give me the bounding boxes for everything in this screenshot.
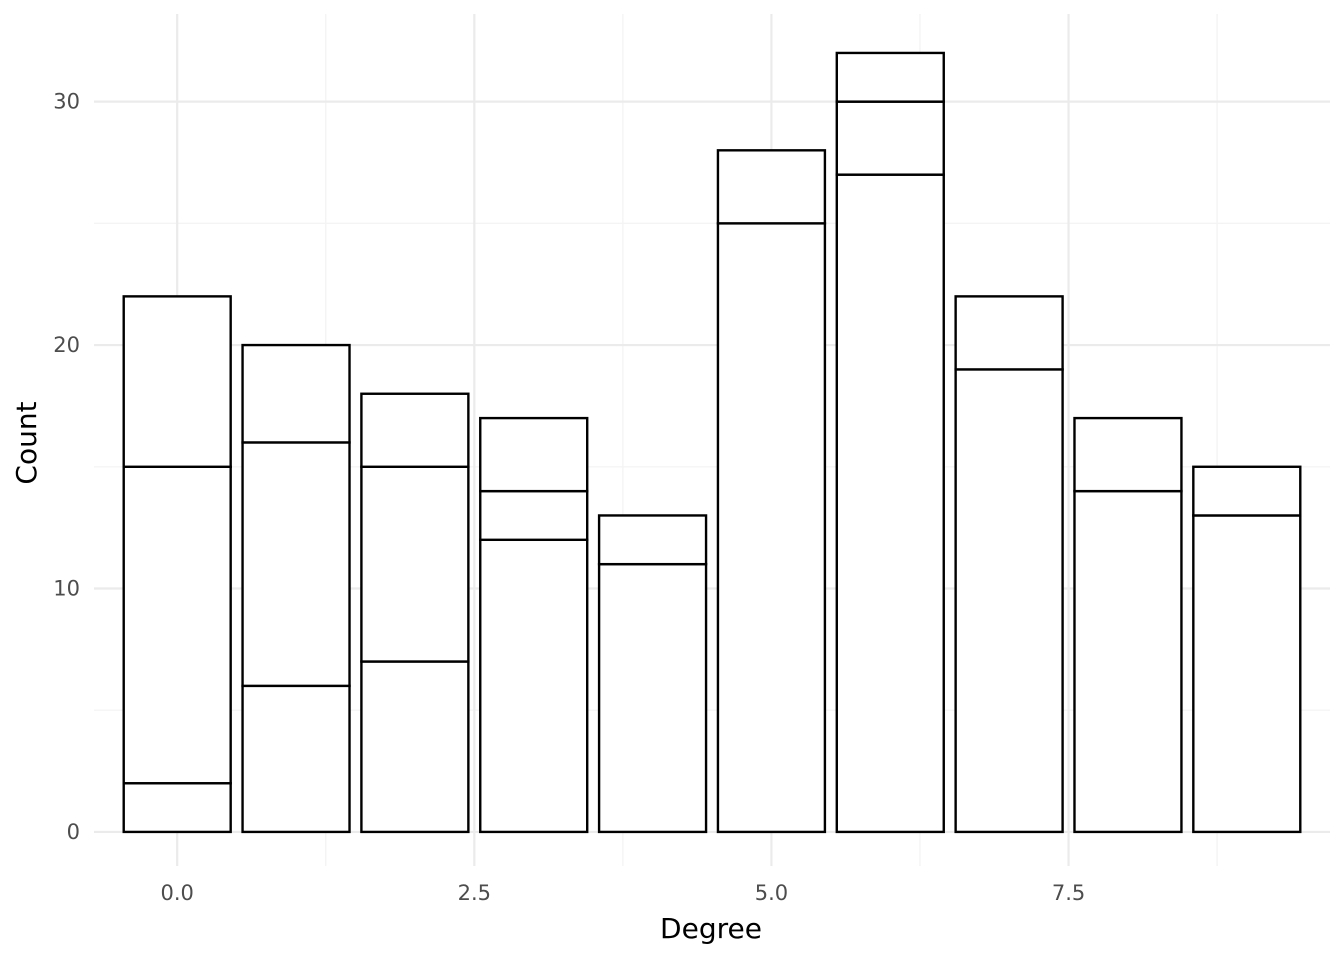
bar-segment: [597, 562, 708, 834]
x-tick-label: 7.5: [1052, 881, 1085, 905]
bar-segment: [241, 684, 351, 834]
bar-2: [360, 392, 470, 834]
y-tick-label: 20: [53, 333, 80, 357]
bar-segment: [835, 173, 945, 834]
bar-segment: [954, 295, 1064, 371]
x-tick-label: 5.0: [755, 881, 788, 905]
bar-segment: [954, 368, 1064, 834]
x-tick-label: 0.0: [160, 881, 193, 905]
bar-segment: [479, 489, 589, 542]
y-tick-label: 10: [53, 576, 80, 600]
y-axis-title: Count: [10, 401, 43, 484]
bar-6: [835, 51, 945, 834]
bar-5: [716, 149, 827, 834]
bar-segment: [1073, 416, 1183, 493]
bar-1: [241, 343, 351, 834]
bar-0: [122, 295, 232, 834]
bar-segment: [1073, 489, 1183, 834]
bar-segment: [716, 222, 827, 834]
x-tick-label: 2.5: [458, 881, 491, 905]
bar-segment: [122, 782, 232, 834]
bar-segment: [241, 441, 351, 688]
bar-segment: [241, 343, 351, 444]
bar-segment: [835, 100, 945, 176]
y-axis-ticks: 0 10 20 30: [53, 90, 80, 844]
bar-segment: [1192, 465, 1302, 517]
bar-segment: [835, 51, 945, 103]
bar-segment: [479, 538, 589, 834]
y-tick-label: 0: [67, 820, 80, 844]
bar-segment: [122, 295, 232, 468]
bar-segment: [716, 149, 827, 225]
bar-9: [1192, 465, 1302, 834]
y-tick-label: 30: [53, 90, 80, 114]
bar-segment: [360, 660, 470, 834]
x-axis-title: Degree: [660, 912, 762, 945]
bar-segment: [122, 465, 232, 785]
x-axis-ticks: 0.0 2.5 5.0 7.5: [160, 881, 1085, 905]
bar-segment: [360, 392, 470, 468]
bar-segment: [1192, 514, 1302, 834]
bars: [122, 51, 1302, 834]
bar-segment: [360, 465, 470, 663]
bar-segment: [479, 416, 589, 493]
bar-8: [1073, 416, 1183, 834]
bar-3: [479, 416, 589, 834]
bar-segment: [597, 514, 708, 566]
bar-7: [954, 295, 1064, 834]
bar-4: [597, 514, 708, 834]
